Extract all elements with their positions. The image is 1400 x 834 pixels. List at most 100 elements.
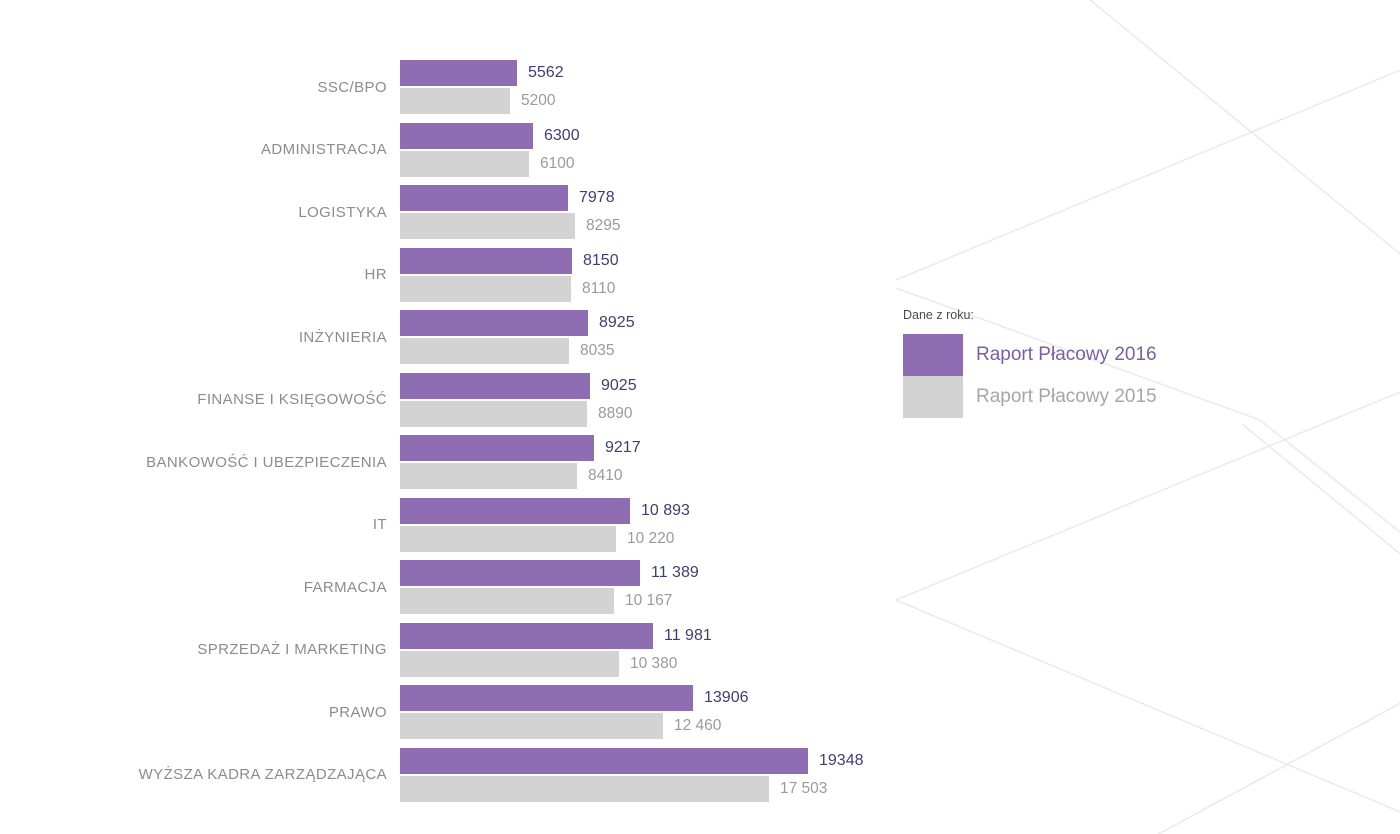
category-label: SPRZEDAŻ I MARKETING <box>197 641 387 658</box>
bar-row: BANKOWOŚĆ I UBEZPIECZENIA 9217 8410 <box>0 435 864 489</box>
bar-2015 <box>400 525 616 552</box>
bar-line-2015: 8110 <box>400 275 864 302</box>
value-label-2016: 11 389 <box>651 564 699 581</box>
legend-swatch-2016 <box>903 334 963 376</box>
bar-line-2016: 13906 <box>400 685 864 711</box>
bar-2016 <box>400 560 640 586</box>
bar-line-2015: 8295 <box>400 213 864 239</box>
value-label-2015: 10 220 <box>627 529 675 547</box>
bar-group: 10 893 10 220 <box>400 497 864 552</box>
value-label-2016: 9217 <box>605 439 641 456</box>
bar-line-2016: 9217 <box>400 435 864 461</box>
bar-row: PRAWO 13906 12 460 <box>0 685 864 739</box>
bar-2016 <box>400 497 630 524</box>
category-label: PRAWO <box>328 703 387 721</box>
category-label: LOGISTYKA <box>298 203 387 221</box>
category-label: HR <box>364 266 387 283</box>
bar-line-2015: 8890 <box>400 400 864 427</box>
bar-group: 6300 6100 <box>400 122 864 177</box>
bar-2015 <box>400 775 769 802</box>
legend-label-2016: Raport Płacowy 2016 <box>976 344 1157 365</box>
value-label-2016: 8150 <box>583 251 619 269</box>
legend-item-2016: Raport Płacowy 2016 <box>903 334 1157 376</box>
bar-2016 <box>400 247 572 274</box>
bar-row: SSC/BPO 5562 5200 <box>0 60 864 114</box>
bar-2015 <box>400 88 510 114</box>
bar-2016 <box>400 435 594 461</box>
bar-group: 8925 8035 <box>400 310 864 364</box>
value-label-2016: 10 893 <box>641 501 690 519</box>
bar-line-2016: 10 893 <box>400 497 864 524</box>
bar-row: WYŻSZA KADRA ZARZĄDZAJĄCA 19348 17 503 <box>0 747 864 802</box>
bar-line-2016: 8150 <box>400 247 864 274</box>
bar-line-2016: 9025 <box>400 372 864 399</box>
bar-line-2016: 8925 <box>400 310 864 336</box>
value-label-2015: 8890 <box>598 404 633 422</box>
value-label-2015: 8035 <box>580 342 615 359</box>
bar-row: FINANSE I KSIĘGOWOŚĆ 9025 8890 <box>0 372 864 427</box>
bar-line-2015: 12 460 <box>400 713 864 739</box>
bar-row: INŻYNIERIA 8925 8035 <box>0 310 864 364</box>
bar-line-2016: 6300 <box>400 122 864 149</box>
value-label-2016: 5562 <box>528 64 564 81</box>
category-label: WYŻSZA KADRA ZARZĄDZAJĄCA <box>138 766 387 783</box>
bar-2015 <box>400 588 614 614</box>
bar-2016 <box>400 185 568 211</box>
category-label: FINANSE I KSIĘGOWOŚĆ <box>197 391 387 408</box>
category-label: BANKOWOŚĆ I UBEZPIECZENIA <box>146 453 387 471</box>
bar-2016 <box>400 122 533 149</box>
legend-swatch-2015 <box>903 376 963 418</box>
bar-2015 <box>400 650 619 677</box>
bar-group: 13906 12 460 <box>400 685 864 739</box>
value-label-2015: 10 380 <box>630 654 678 672</box>
bar-line-2016: 7978 <box>400 185 864 211</box>
bar-line-2015: 10 380 <box>400 650 864 677</box>
bar-2015 <box>400 338 569 364</box>
value-label-2015: 10 167 <box>625 592 673 609</box>
bar-2015 <box>400 150 529 177</box>
value-label-2016: 6300 <box>544 126 580 144</box>
bar-row: FARMACJA 11 389 10 167 <box>0 560 864 614</box>
category-label: FARMACJA <box>303 578 387 596</box>
bar-2016 <box>400 372 590 399</box>
bar-line-2016: 19348 <box>400 747 864 774</box>
value-label-2015: 6100 <box>540 154 575 172</box>
bar-2015 <box>400 275 571 302</box>
bar-2016 <box>400 622 653 649</box>
bar-2015 <box>400 713 663 739</box>
bar-group: 19348 17 503 <box>400 747 864 802</box>
bar-line-2016: 11 981 <box>400 622 864 649</box>
category-label: IT <box>372 516 387 533</box>
bar-line-2016: 11 389 <box>400 560 864 586</box>
bar-2016 <box>400 310 588 336</box>
value-label-2015: 12 460 <box>674 717 722 734</box>
bar-line-2015: 17 503 <box>400 775 864 802</box>
value-label-2015: 8410 <box>588 467 623 484</box>
bar-row: IT 10 893 10 220 <box>0 497 864 552</box>
bar-line-2015: 5200 <box>400 88 864 114</box>
bar-2016 <box>400 60 517 86</box>
bar-line-2016: 5562 <box>400 60 864 86</box>
category-label: INŻYNIERIA <box>298 328 387 346</box>
bar-line-2015: 10 220 <box>400 525 864 552</box>
bar-group: 5562 5200 <box>400 60 864 114</box>
legend-title: Dane z roku: <box>903 308 974 322</box>
bar-2015 <box>400 463 577 489</box>
bar-row: LOGISTYKA 7978 8295 <box>0 185 864 239</box>
bar-group: 9025 8890 <box>400 372 864 427</box>
bar-group: 9217 8410 <box>400 435 864 489</box>
value-label-2016: 19348 <box>819 751 864 769</box>
bar-group: 11 981 10 380 <box>400 622 864 677</box>
bar-row: ADMINISTRACJA 6300 6100 <box>0 122 864 177</box>
bar-row: HR 8150 8110 <box>0 247 864 302</box>
value-label-2016: 11 981 <box>664 626 712 644</box>
bar-line-2015: 10 167 <box>400 588 864 614</box>
value-label-2016: 9025 <box>601 376 637 394</box>
category-label: SSC/BPO <box>317 78 387 96</box>
bar-chart: SSC/BPO 5562 5200 ADMINISTRACJA 6300 6100 LOGI… <box>0 60 864 802</box>
value-label-2016: 7978 <box>579 189 615 206</box>
bar-2015 <box>400 400 587 427</box>
bar-2015 <box>400 213 575 239</box>
value-label-2016: 13906 <box>704 689 749 706</box>
